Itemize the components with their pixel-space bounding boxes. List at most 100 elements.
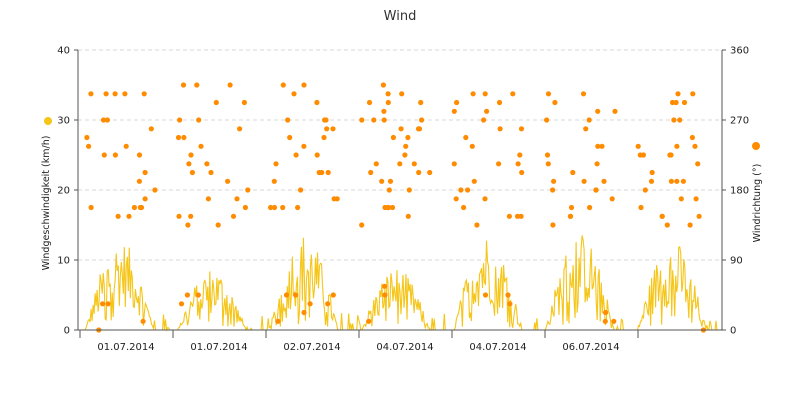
wind-direction-point [587, 204, 593, 211]
wind-direction-point [671, 117, 677, 123]
wind-direction-point [194, 82, 200, 88]
y-right-tick-label: 180 [730, 186, 749, 197]
wind-direction-point [454, 99, 460, 106]
wind-direction-point [291, 91, 297, 97]
wind-direction-point [314, 99, 320, 106]
wind-direction-point [595, 108, 601, 114]
wind-direction-point [551, 178, 557, 184]
wind-direction-point [100, 117, 107, 123]
wind-direction-point [271, 178, 277, 184]
wind-direction-point [609, 196, 615, 202]
wind-direction-point [484, 108, 490, 114]
wind-direction-point [325, 301, 331, 307]
wind-direction-point [518, 213, 524, 219]
wind-direction-point [140, 318, 146, 324]
wind-direction-point [319, 169, 325, 176]
wind-direction-point [283, 292, 290, 298]
wind-direction-point [580, 91, 587, 97]
x-tick-label: 02.07.2014 [283, 342, 340, 353]
direction-series [84, 82, 707, 333]
wind-direction-point [295, 204, 301, 211]
y-left-tick-label: 20 [57, 186, 70, 197]
wind-direction-point [379, 178, 385, 184]
wind-direction-point [380, 82, 386, 88]
wind-direction-point [674, 178, 680, 184]
wind-direction-point [234, 196, 240, 202]
wind-direction-point [381, 108, 387, 114]
wind-direction-point [635, 143, 641, 149]
wind-direction-point [321, 134, 327, 141]
wind-direction-point [695, 161, 701, 167]
wind-direction-point [242, 204, 248, 211]
wind-direction-point [570, 169, 576, 176]
wind-direction-point [668, 152, 674, 158]
wind-direction-point [550, 187, 556, 193]
y-left-tick-label: 40 [57, 46, 70, 57]
wind-direction-point [693, 196, 699, 202]
wind-direction-point [100, 301, 106, 307]
wind-direction-point [141, 91, 147, 97]
wind-direction-point [215, 222, 221, 228]
wind-direction-point [482, 196, 488, 202]
wind-direction-point [674, 143, 680, 149]
wind-direction-point [86, 143, 92, 149]
y-right-axis-label: Windrichtung (°) [752, 164, 763, 243]
wind-direction-point [385, 91, 391, 97]
wind-direction-point [602, 318, 608, 324]
wind-direction-point [225, 178, 231, 184]
wind-direction-point [142, 169, 148, 176]
wind-direction-point [505, 292, 511, 298]
wind-direction-point [601, 178, 607, 184]
wind-direction-point [612, 108, 618, 114]
wind-direction-point [507, 301, 513, 307]
wind-direction-point [285, 117, 291, 123]
wind-direction-point [453, 196, 459, 202]
wind-direction-point [84, 134, 90, 141]
wind-direction-point [213, 99, 219, 106]
wind-direction-point [301, 82, 307, 88]
wind-direction-point [205, 196, 211, 202]
x-tick-label: 06.07.2014 [562, 342, 619, 353]
wind-direction-point [497, 126, 503, 132]
wind-direction-point [88, 204, 94, 211]
wind-direction-point [451, 108, 457, 114]
wind-direction-point [198, 143, 204, 149]
wind-direction-point [510, 91, 516, 97]
wind-direction-point [271, 204, 278, 211]
wind-direction-point [451, 161, 457, 167]
wind-direction-point [506, 213, 512, 219]
wind-direction-point [544, 152, 551, 158]
wind-direction-point [188, 152, 194, 158]
wind-direction-point [659, 213, 665, 219]
wind-direction-point [603, 309, 609, 316]
wind-direction-point [385, 204, 391, 211]
wind-direction-point [675, 91, 681, 97]
wind-direction-point [545, 91, 552, 97]
wind-direction-point [208, 169, 214, 176]
wind-direction-point [104, 117, 110, 123]
x-tick-label: 01.07.2014 [97, 342, 154, 353]
wind-direction-point [406, 187, 412, 193]
wind-direction-point [552, 99, 558, 106]
y-left-tick-label: 0 [64, 326, 70, 337]
wind-direction-point [177, 117, 183, 123]
wind-direction-point [188, 213, 194, 219]
wind-direction-point [669, 99, 676, 106]
wind-direction-point [136, 152, 143, 158]
wind-direction-point [196, 117, 202, 123]
y-right-tick-label: 90 [730, 256, 743, 267]
wind-direction-point [496, 99, 503, 106]
wind-direction-point [583, 126, 589, 132]
wind-direction-point [689, 134, 696, 141]
wind-direction-point [496, 161, 502, 167]
wind-direction-point [371, 117, 377, 123]
wind-direction-point [301, 309, 307, 316]
wind-direction-point [331, 196, 337, 202]
wind-direction-point [136, 178, 142, 184]
wind-direction-point [180, 82, 187, 88]
wind-direction-point [175, 134, 182, 141]
wind-direction-point [415, 126, 422, 132]
wind-direction-point [640, 152, 647, 158]
wind-direction-point [230, 213, 237, 219]
